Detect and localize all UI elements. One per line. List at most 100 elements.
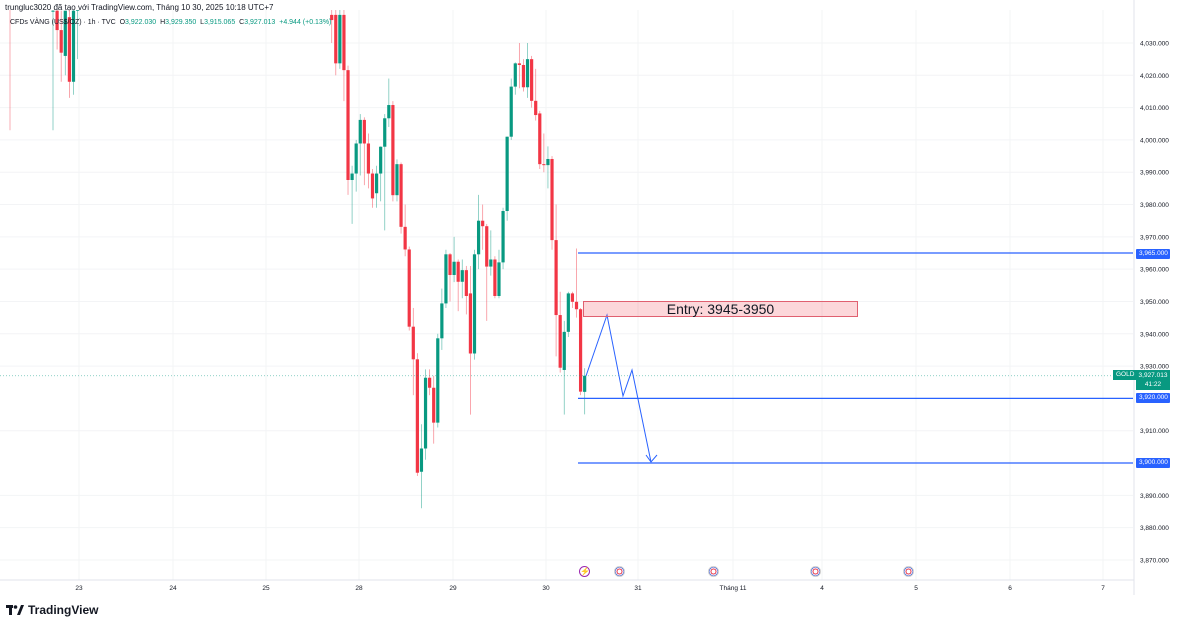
candle-down (55, 10, 59, 31)
candle-down (550, 158, 554, 241)
price-tick: 3,930.000 (1140, 364, 1169, 371)
price-tag-3965: 3,965.000 (1136, 249, 1170, 259)
candle-up (63, 10, 67, 56)
time-tick: 29 (449, 585, 457, 592)
time-tick: 28 (355, 585, 363, 592)
candle-up (436, 338, 440, 423)
candle-up (358, 119, 362, 144)
us-flag-icon[interactable] (614, 566, 625, 577)
time-tick: 6 (1008, 585, 1012, 592)
candle-up (452, 261, 456, 275)
high-label: H (160, 19, 166, 26)
price-tick: 3,940.000 (1140, 331, 1169, 338)
candle-down (448, 254, 452, 275)
symbol-tag: GOLD (1113, 370, 1138, 380)
candle-down (481, 220, 485, 227)
candle-up (423, 377, 428, 449)
us-flag-icon[interactable] (708, 566, 719, 577)
candle-up (76, 10, 80, 11)
candle-down (542, 164, 546, 166)
candle-down (391, 105, 395, 196)
time-tick: Tháng 11 (720, 585, 747, 592)
close-value: 3,927.013 (244, 19, 276, 26)
time-tick: 31 (634, 585, 642, 592)
candle-down (428, 377, 432, 388)
entry-zone-box[interactable]: Entry: 3945-3950 (583, 301, 858, 317)
candle-up (71, 10, 76, 82)
price-tick: 3,870.000 (1140, 557, 1169, 564)
candle-up (379, 146, 383, 174)
candle-down (330, 14, 334, 21)
candle-down (415, 359, 419, 473)
candle-down (558, 315, 562, 368)
candle-down (411, 326, 415, 360)
candle-up (460, 270, 464, 282)
grid (0, 10, 1133, 580)
candle-down (468, 293, 473, 354)
price-axis: 4,030.000 4,020.000 4,010.000 4,000.000 3,99… (1133, 0, 1169, 595)
us-flag-icon[interactable] (810, 566, 821, 577)
price-tick: 3,880.000 (1140, 525, 1169, 532)
candle-down (493, 259, 497, 296)
time-axis: 23 24 25 28 29 30 31 Tháng 11 4 5 6 7 (0, 579, 1134, 592)
time-tick: 4 (820, 585, 824, 592)
candle-up (338, 14, 342, 64)
candle-down (578, 309, 583, 392)
time-tick: 5 (914, 585, 918, 592)
candle-up (497, 262, 501, 296)
candle-up (525, 59, 530, 88)
last-price-tag: 3,927.013 41:22 (1136, 370, 1170, 390)
low-value: 3,915.065 (204, 19, 236, 26)
last-price: 3,927.013 (1138, 372, 1168, 379)
lightning-icon[interactable]: ⚡ (579, 566, 590, 577)
candle-up (51, 10, 55, 12)
time-tick: 25 (262, 585, 270, 592)
tradingview-logo[interactable]: TradingView (6, 603, 98, 617)
candle-down (534, 100, 538, 116)
candle-down (517, 63, 521, 65)
candle-down (554, 240, 558, 316)
candle-down (538, 113, 542, 165)
candle-up (505, 136, 509, 212)
arrow-head-icon (645, 454, 658, 463)
price-tick: 3,990.000 (1140, 170, 1169, 177)
candle-down (432, 387, 436, 423)
candle-down (399, 164, 403, 227)
candle-up (583, 375, 587, 392)
price-tick: 4,030.000 (1140, 41, 1169, 48)
open-value: 3,922.030 (125, 19, 157, 26)
candle-up (501, 211, 505, 263)
candle-down (407, 249, 411, 327)
high-value: 3,929.350 (165, 19, 197, 26)
price-tick: 3,970.000 (1140, 234, 1169, 241)
candle-down (334, 14, 338, 64)
us-flag-icon[interactable] (903, 566, 914, 577)
change-value: +4.944 (+0.13%) (279, 19, 332, 26)
candle-down (485, 226, 489, 267)
symbol-name[interactable]: CFDs VÀNG (US$/OZ) · 1h · TVC (10, 19, 116, 26)
candle-down (346, 70, 350, 180)
time-tick: 7 (1101, 585, 1105, 592)
drawings (0, 252, 1133, 464)
candle-up (383, 118, 387, 147)
logo-text: TradingView (28, 603, 99, 617)
candle-up (566, 293, 570, 332)
candle-up (350, 173, 354, 180)
chart-creator-header: trungluc3020 đã tạo với TradingView.com,… (5, 3, 274, 12)
low-label: L (200, 19, 205, 26)
price-tick: 3,910.000 (1140, 428, 1169, 435)
candle-down (456, 261, 460, 282)
close-label: C (239, 19, 245, 26)
time-tick: 24 (169, 585, 177, 592)
candles (9, 10, 587, 509)
price-tick: 3,960.000 (1140, 267, 1169, 274)
candle-up (513, 63, 517, 87)
candle-down (574, 301, 579, 310)
candle-down (366, 143, 371, 174)
candle-down (67, 17, 71, 82)
price-tag-3920: 3,920.000 (1136, 393, 1170, 403)
time-tick: 23 (75, 585, 83, 592)
candle-down (370, 173, 375, 199)
candle-up (374, 173, 379, 194)
